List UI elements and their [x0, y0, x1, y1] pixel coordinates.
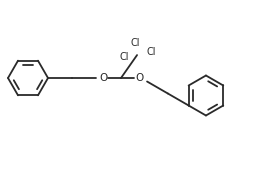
Text: Cl: Cl [146, 47, 156, 57]
Text: Cl: Cl [119, 52, 129, 62]
Text: O: O [99, 73, 107, 83]
Text: O: O [135, 73, 143, 83]
Text: Cl: Cl [130, 38, 140, 48]
